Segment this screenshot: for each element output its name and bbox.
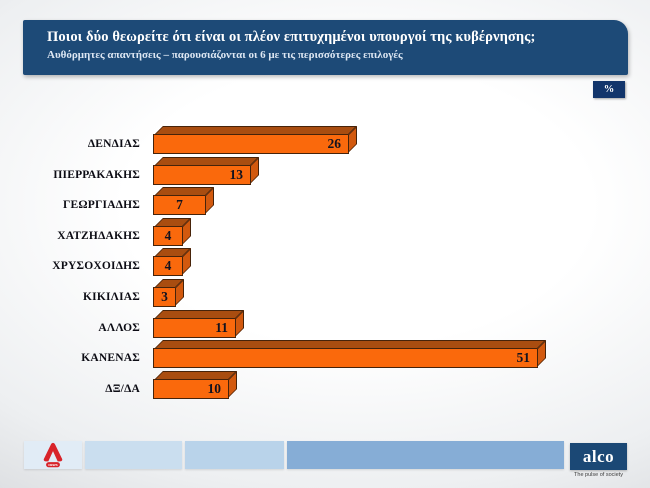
chart-row: ΧΡΥΣΟΧΟΙΔΗΣ 4 bbox=[0, 248, 650, 276]
bar: 7 bbox=[153, 187, 214, 215]
chart-row: ΑΛΛΟΣ 11 bbox=[0, 310, 650, 338]
bar: 11 bbox=[153, 310, 244, 338]
value-label: 4 bbox=[164, 258, 172, 273]
chart-row: ΠΙΕΡΡΑΚΑΚΗΣ 13 bbox=[0, 157, 650, 185]
alco-logo: alco bbox=[570, 443, 627, 470]
bar-top-face bbox=[154, 371, 237, 380]
bar: 10 bbox=[153, 371, 237, 399]
alpha-logo-box: NEWS bbox=[24, 441, 82, 469]
footer-color-box bbox=[85, 441, 182, 469]
question-title: Ποιοι δύο θεωρείτε ότι είναι οι πλέον επ… bbox=[47, 29, 536, 45]
bar-top-face bbox=[154, 310, 244, 319]
alpha-tv-logo-icon: NEWS bbox=[43, 442, 63, 468]
category-label: ΠΙΕΡΡΑΚΑΚΗΣ bbox=[53, 169, 140, 181]
bar-chart: ΔΕΝΔΙΑΣ 26 ΠΙΕΡΡΑΚΑΚΗΣ 13 ΓΕΩΡΓΙΑΔΗΣ 7 ΧΑΤΖΗΔΑ… bbox=[0, 126, 650, 424]
category-label: ΧΑΤΖΗΔΑΚΗΣ bbox=[57, 230, 140, 242]
bar-top-face bbox=[154, 157, 259, 166]
category-label: ΔΞ/ΔΑ bbox=[105, 383, 140, 395]
chart-row: ΔΕΝΔΙΑΣ 26 bbox=[0, 126, 650, 154]
value-label: 51 bbox=[516, 350, 531, 365]
value-label: 11 bbox=[215, 320, 228, 335]
value-label: 4 bbox=[164, 228, 172, 243]
category-label: ΧΡΥΣΟΧΟΙΔΗΣ bbox=[52, 260, 140, 272]
bar-top-face bbox=[154, 126, 357, 135]
footer-color-box bbox=[185, 441, 284, 469]
alco-logo-text: alco bbox=[582, 447, 615, 466]
chart-row: ΚΑΝΕΝΑΣ 51 bbox=[0, 340, 650, 368]
value-label: 13 bbox=[229, 167, 244, 182]
svg-text:NEWS: NEWS bbox=[48, 463, 57, 467]
bar: 4 bbox=[153, 248, 191, 276]
category-label: ΚΑΝΕΝΑΣ bbox=[81, 352, 140, 364]
chart-row: ΚΙΚΙΛΙΑΣ 3 bbox=[0, 279, 650, 307]
category-label: ΔΕΝΔΙΑΣ bbox=[87, 138, 140, 150]
value-label: 7 bbox=[176, 197, 183, 212]
question-subtitle: Αυθόρμητες απαντήσεις – παρουσιάζονται ο… bbox=[47, 49, 403, 61]
alco-tagline: The pulse of society bbox=[574, 472, 623, 478]
chart-row: ΧΑΤΖΗΔΑΚΗΣ 4 bbox=[0, 218, 650, 246]
category-label: ΚΙΚΙΛΙΑΣ bbox=[83, 291, 140, 303]
chart-row: ΔΞ/ΔΑ 10 bbox=[0, 371, 650, 399]
bar: 4 bbox=[153, 218, 191, 246]
bar: 51 bbox=[153, 340, 546, 368]
category-label: ΓΕΩΡΓΙΑΔΗΣ bbox=[63, 199, 140, 211]
question-header: Ποιοι δύο θεωρείτε ότι είναι οι πλέον επ… bbox=[23, 20, 628, 75]
value-label: 3 bbox=[161, 289, 168, 304]
bar-top-face bbox=[154, 340, 546, 349]
chart-row: ΓΕΩΡΓΙΑΔΗΣ 7 bbox=[0, 187, 650, 215]
category-label: ΑΛΛΟΣ bbox=[98, 322, 140, 334]
bar: 13 bbox=[153, 157, 259, 185]
footer-color-box bbox=[287, 441, 564, 469]
percent-unit-badge: % bbox=[593, 81, 625, 98]
bar: 26 bbox=[153, 126, 357, 154]
bar: 3 bbox=[153, 279, 184, 307]
value-label: 10 bbox=[207, 381, 222, 396]
value-label: 26 bbox=[327, 136, 342, 151]
